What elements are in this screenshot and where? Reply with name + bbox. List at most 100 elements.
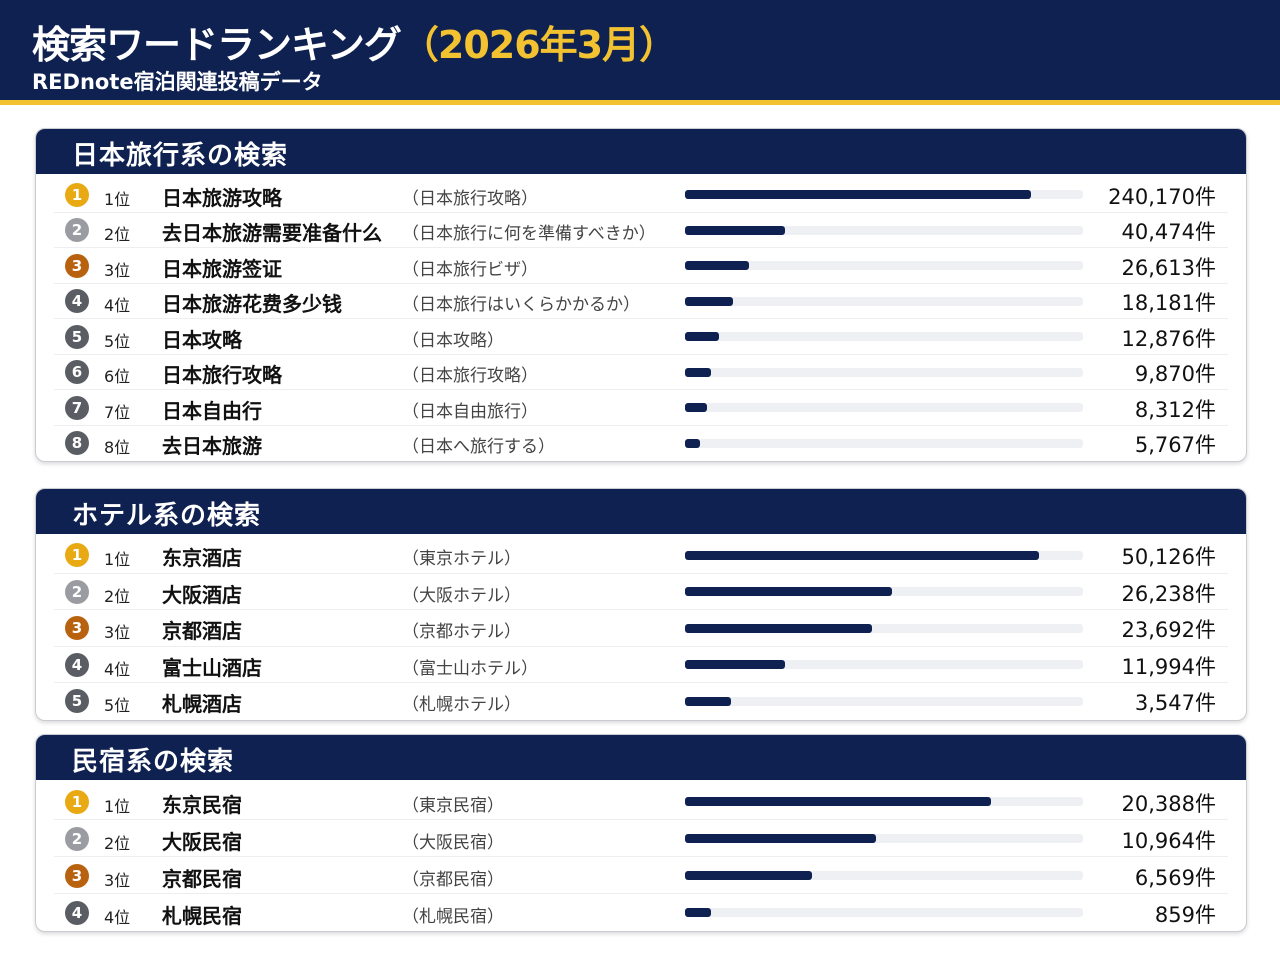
title-period: （2026年3月） [400, 23, 677, 67]
rank-label: 1位 [104, 189, 131, 209]
rank-label: 1位 [104, 550, 131, 570]
post-count: 240,170件 [1108, 184, 1216, 209]
ranking-row: 3 3位 京都民宿 （京都民宿） 6,569件 [54, 857, 1228, 894]
ranking-row: 1 1位 东京酒店 （東京ホテル） 50,126件 [54, 537, 1228, 574]
search-term: 札幌民宿 [162, 903, 242, 928]
count-bar-fill [685, 623, 873, 633]
rank-label: 2位 [104, 586, 131, 606]
ranking-row: 2 2位 大阪酒店 （大阪ホテル） 26,238件 [54, 574, 1228, 610]
rank-label: 5位 [104, 331, 131, 351]
rank-label: 3位 [104, 623, 131, 643]
rank-medal-icon: 5 [65, 324, 89, 349]
count-bar-fill [685, 797, 992, 806]
search-term: 日本旅游花费多少钱 [162, 292, 342, 317]
rank-medal-icon: 1 [65, 543, 89, 568]
rank-label: 6位 [104, 367, 131, 387]
post-count: 18,181件 [1121, 291, 1216, 316]
count-bar [685, 623, 1083, 633]
search-term: 东京民宿 [162, 792, 242, 817]
search-term: 日本旅游攻略 [162, 185, 282, 210]
rank-label: 3位 [104, 870, 131, 890]
count-bar-fill [685, 438, 701, 448]
search-term: 京都酒店 [162, 619, 242, 644]
term-translation: （京都ホテル） [402, 622, 521, 643]
ranking-row: 4 4位 富士山酒店 （富士山ホテル） 11,994件 [54, 647, 1228, 683]
rank-medal-icon: 3 [65, 863, 89, 888]
ranking-row: 1 1位 东京民宿 （東京民宿） 20,388件 [54, 783, 1228, 820]
rank-medal-icon: 1 [65, 789, 89, 814]
section-japan-travel: 日本旅行系の検索 1 1位 日本旅游攻略 （日本旅行攻略） 240,170件 2… [35, 128, 1247, 462]
term-translation: （日本旅行攻略） [402, 366, 538, 387]
post-count: 3,547件 [1134, 691, 1216, 716]
ranking-row: 2 2位 大阪民宿 （大阪民宿） 10,964件 [54, 820, 1228, 857]
count-bar [685, 261, 1083, 271]
post-count: 26,613件 [1121, 255, 1216, 280]
count-bar [685, 587, 1083, 597]
term-translation: （京都民宿） [402, 869, 504, 890]
term-translation: （日本旅行攻略） [402, 188, 538, 209]
term-translation: （大阪ホテル） [402, 585, 521, 606]
count-bar [685, 332, 1083, 342]
term-translation: （日本へ旅行する） [402, 437, 555, 458]
term-translation: （日本旅行はいくらかかるか） [402, 295, 640, 316]
count-bar-fill [685, 261, 749, 271]
count-bar [685, 190, 1083, 200]
rank-label: 2位 [104, 225, 131, 245]
count-bar-fill [685, 225, 785, 235]
term-translation: （東京民宿） [402, 795, 504, 816]
search-term: 日本旅游签证 [162, 256, 282, 281]
rank-label: 4位 [104, 907, 131, 927]
count-bar-fill [685, 660, 785, 670]
count-bar-fill [685, 871, 813, 880]
ranking-row: 4 4位 札幌民宿 （札幌民宿） 859件 [54, 894, 1228, 931]
term-translation: （札幌ホテル） [402, 695, 521, 716]
count-bar [685, 834, 1083, 843]
rank-label: 2位 [104, 833, 131, 853]
ranking-row: 5 5位 札幌酒店 （札幌ホテル） 3,547件 [54, 683, 1228, 720]
post-count: 8,312件 [1134, 397, 1216, 422]
count-bar-fill [685, 550, 1040, 560]
search-term: 东京酒店 [162, 546, 242, 571]
rank-medal-icon: 4 [65, 289, 89, 314]
count-bar [685, 296, 1083, 306]
ranking-row: 5 5位 日本攻略 （日本攻略） 12,876件 [54, 319, 1228, 355]
post-count: 5,767件 [1134, 433, 1216, 458]
count-bar [685, 660, 1083, 670]
count-bar [685, 367, 1083, 377]
ranking-row: 6 6位 日本旅行攻略 （日本旅行攻略） 9,870件 [54, 355, 1228, 390]
rank-medal-icon: 1 [65, 182, 89, 207]
rank-medal-icon: 3 [65, 253, 89, 278]
section-title: 民宿系の検索 [36, 735, 1246, 780]
count-bar-fill [685, 834, 877, 843]
term-translation: （富士山ホテル） [402, 658, 538, 679]
ranking-row: 4 4位 日本旅游花费多少钱 （日本旅行はいくらかかるか） 18,181件 [54, 284, 1228, 319]
post-count: 859件 [1154, 902, 1216, 927]
page-subtitle: REDnote宿泊関連投稿データ [32, 70, 323, 94]
search-term: 京都民宿 [162, 866, 242, 891]
term-translation: （日本旅行ビザ） [402, 259, 538, 280]
rank-medal-icon: 4 [65, 652, 89, 677]
title-text: 検索ワードランキング [32, 23, 402, 67]
ranking-row: 3 3位 日本旅游签证 （日本旅行ビザ） 26,613件 [54, 248, 1228, 284]
search-term: 去日本旅游需要准备什么 [162, 221, 382, 246]
count-bar-fill [685, 332, 719, 342]
post-count: 6,569件 [1134, 865, 1216, 890]
post-count: 26,238件 [1121, 581, 1216, 606]
count-bar [685, 550, 1083, 560]
post-count: 11,994件 [1121, 654, 1216, 679]
post-count: 23,692件 [1121, 618, 1216, 643]
count-bar [685, 438, 1083, 448]
count-bar [685, 908, 1083, 917]
count-bar [685, 797, 1083, 806]
count-bar [685, 696, 1083, 706]
search-term: 大阪民宿 [162, 829, 242, 854]
page-header: 検索ワードランキング（2026年3月） REDnote宿泊関連投稿データ [0, 0, 1280, 105]
count-bar-fill [685, 190, 1032, 200]
post-count: 10,964件 [1121, 828, 1216, 853]
search-term: 日本自由行 [162, 398, 262, 423]
count-bar [685, 225, 1083, 235]
section-title: 日本旅行系の検索 [36, 129, 1246, 174]
section-minshuku: 民宿系の検索 1 1位 东京民宿 （東京民宿） 20,388件 2 2位 大阪民… [35, 734, 1247, 932]
rank-medal-icon: 3 [65, 616, 89, 641]
rank-medal-icon: 4 [65, 900, 89, 925]
